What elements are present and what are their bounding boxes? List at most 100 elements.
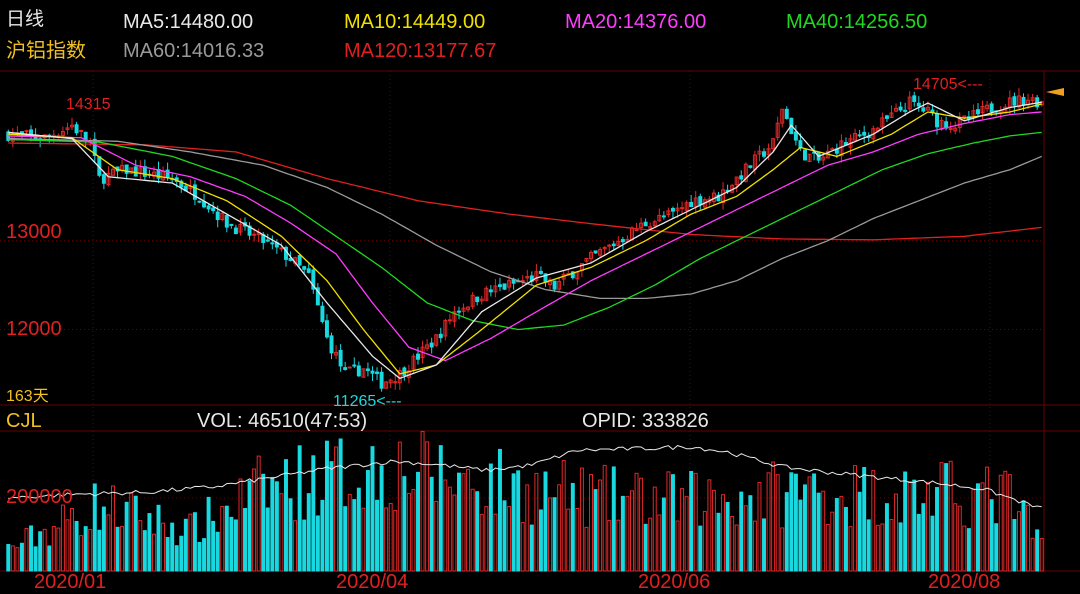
candle-body (306, 268, 311, 273)
candle-body (1012, 96, 1017, 106)
volume-bar (329, 461, 334, 572)
candle-body (898, 106, 903, 111)
volume-bar (798, 499, 803, 572)
volume-bar (862, 466, 867, 572)
candle-body (452, 311, 457, 322)
candle-body (748, 165, 753, 168)
volume-bar (174, 545, 179, 572)
candle-body (461, 307, 466, 312)
volume-bar (602, 464, 607, 572)
volume-bar (170, 522, 175, 572)
volume-bar (347, 493, 352, 572)
volume-bar (985, 466, 990, 572)
candle-body (548, 279, 553, 285)
candle-body (916, 102, 921, 107)
candle-body (457, 310, 461, 313)
candle-body (525, 276, 530, 279)
volume-bar (10, 545, 15, 572)
candle-body (784, 108, 789, 119)
candle-body (252, 233, 257, 236)
candle-body (507, 280, 512, 288)
candle-body (502, 283, 507, 290)
candle-body (657, 214, 662, 222)
candle-body (356, 365, 361, 377)
volume-bar (657, 514, 662, 572)
candle-body (24, 130, 29, 133)
candle-body (684, 202, 689, 211)
volume-bar (661, 497, 666, 572)
ma20-value: MA20:14376.00 (565, 11, 707, 33)
candle-body (598, 248, 603, 256)
volume-bar (92, 483, 97, 572)
volume-bar (734, 524, 739, 572)
x-tick-2020-04: 2020/04 (336, 571, 409, 593)
volume-bar (839, 496, 844, 572)
volume-bar (438, 445, 443, 572)
volume-bar (243, 507, 247, 572)
x-tick-2020-06: 2020/06 (638, 571, 711, 593)
volume-bar (1030, 537, 1035, 572)
opid-label: OPID: 333826 (582, 410, 709, 432)
ma120-value: MA120:13177.67 (344, 40, 497, 62)
max-price-label: 14315 (66, 96, 111, 113)
candle-body (894, 107, 899, 112)
volume-bar (752, 520, 757, 572)
volume-bar (935, 487, 939, 572)
candle-body (948, 127, 953, 130)
volume-bar (375, 499, 380, 572)
volume-bar (1039, 537, 1044, 572)
volume-bar (402, 476, 407, 572)
volume-bar (948, 460, 953, 572)
volume-bar (534, 472, 539, 572)
volume-bar (361, 507, 366, 572)
volume-bar (315, 515, 320, 572)
candle-body (365, 368, 370, 372)
volume-bar (397, 441, 402, 572)
candle-body (862, 131, 867, 136)
candle-body (620, 239, 625, 243)
volume-bar (989, 499, 994, 572)
volume-bar (425, 441, 430, 572)
volume-bar (593, 489, 598, 572)
volume-bar (293, 520, 298, 572)
candle-body (634, 229, 639, 232)
volume-bar (461, 473, 466, 572)
volume-bar (19, 542, 24, 572)
candle-body (912, 95, 917, 103)
volume-bar (584, 526, 589, 572)
candle-body (884, 115, 889, 119)
volume-bar (265, 507, 270, 572)
ma60-line (8, 137, 1042, 300)
candle-body (689, 201, 694, 208)
candle-body (985, 104, 990, 110)
volume-bar (1012, 518, 1017, 572)
volume-bar (416, 471, 420, 572)
candle-body (375, 371, 380, 375)
candle-body (229, 223, 234, 226)
candle-body (70, 124, 74, 128)
volume-bar (707, 479, 712, 572)
volume-bar (42, 528, 47, 572)
volume-bar (634, 472, 639, 572)
volume-bar (561, 460, 566, 572)
candle-body (233, 227, 238, 235)
candle-body (766, 148, 771, 156)
candle-body (807, 153, 812, 163)
days-label: 163天 (6, 388, 49, 405)
candle-body (315, 287, 320, 306)
candle-body (411, 355, 416, 370)
volume-bar (529, 524, 534, 572)
volume-bar (261, 473, 266, 572)
volume-bar (384, 507, 389, 572)
candle-body (1030, 97, 1035, 101)
volume-bar (388, 502, 393, 572)
volume-bar (957, 505, 962, 572)
volume-bar (971, 489, 976, 572)
volume-bar (821, 490, 826, 572)
ma5-line (8, 101, 1042, 380)
last-price-arrow (1046, 88, 1064, 96)
volume-bar (488, 463, 493, 572)
volume-bar (179, 535, 184, 572)
candle-body (570, 271, 575, 279)
volume-bar (252, 468, 257, 572)
